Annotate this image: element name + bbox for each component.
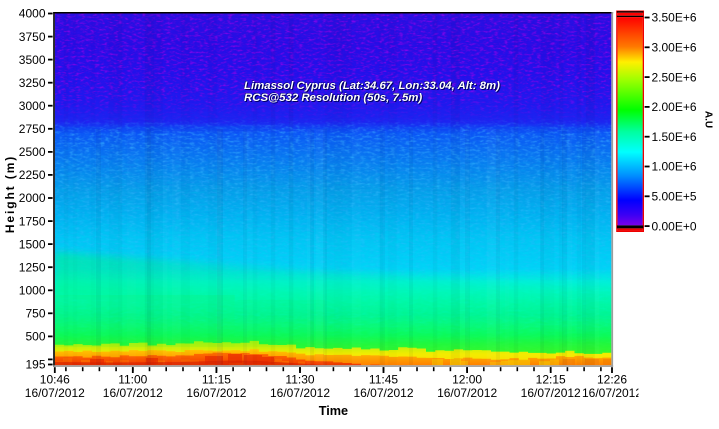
svg-text:Height (m): Height (m) (3, 155, 17, 233)
svg-text:195: 195 (25, 358, 45, 372)
svg-text:11:15: 11:15 (202, 373, 231, 387)
svg-text:3500: 3500 (19, 53, 46, 67)
svg-text:750: 750 (25, 307, 45, 321)
svg-text:4000: 4000 (19, 7, 46, 21)
svg-text:1250: 1250 (19, 260, 46, 274)
svg-text:3000: 3000 (19, 99, 46, 113)
svg-text:500: 500 (25, 330, 45, 344)
svg-text:12:26: 12:26 (597, 373, 627, 387)
svg-text:A.U: A.U (703, 111, 714, 128)
svg-text:3.00E+6: 3.00E+6 (652, 41, 697, 55)
svg-text:1500: 1500 (19, 237, 46, 251)
svg-text:12:00: 12:00 (452, 373, 482, 387)
svg-text:1.50E+6: 1.50E+6 (652, 130, 697, 144)
svg-text:0.00E+0: 0.00E+0 (652, 219, 697, 233)
svg-text:16/07/2012: 16/07/2012 (353, 386, 413, 400)
svg-text:2.00E+6: 2.00E+6 (652, 100, 697, 114)
svg-text:16/07/2012: 16/07/2012 (582, 386, 642, 400)
svg-text:1.00E+6: 1.00E+6 (652, 160, 697, 174)
svg-text:11:00: 11:00 (118, 373, 147, 387)
svg-text:11:30: 11:30 (285, 373, 314, 387)
svg-text:2000: 2000 (19, 191, 46, 205)
svg-text:2500: 2500 (19, 145, 46, 159)
svg-text:3750: 3750 (19, 30, 46, 44)
svg-text:16/07/2012: 16/07/2012 (186, 386, 246, 400)
svg-text:10:46: 10:46 (40, 373, 70, 387)
svg-text:2750: 2750 (19, 122, 46, 136)
svg-text:5.00E+5: 5.00E+5 (652, 190, 697, 204)
svg-text:16/07/2012: 16/07/2012 (270, 386, 330, 400)
svg-text:2250: 2250 (19, 168, 46, 182)
svg-text:16/07/2012: 16/07/2012 (437, 386, 497, 400)
svg-text:RCS@532 Resolution (50s, 7.5m): RCS@532 Resolution (50s, 7.5m) (244, 92, 422, 104)
svg-text:16/07/2012: 16/07/2012 (25, 386, 85, 400)
svg-text:16/07/2012: 16/07/2012 (103, 386, 163, 400)
svg-text:2.50E+6: 2.50E+6 (652, 70, 697, 84)
svg-text:3250: 3250 (19, 76, 46, 90)
svg-text:Limassol Cyprus (Lat:34.67, Lo: Limassol Cyprus (Lat:34.67, Lon:33.04, A… (244, 80, 500, 92)
svg-text:3.50E+6: 3.50E+6 (652, 11, 697, 25)
svg-text:1750: 1750 (19, 214, 46, 228)
svg-text:12:15: 12:15 (536, 373, 566, 387)
svg-text:1000: 1000 (19, 283, 46, 297)
svg-text:16/07/2012: 16/07/2012 (521, 386, 581, 400)
svg-text:11:45: 11:45 (369, 373, 398, 387)
svg-text:Time: Time (319, 404, 348, 418)
